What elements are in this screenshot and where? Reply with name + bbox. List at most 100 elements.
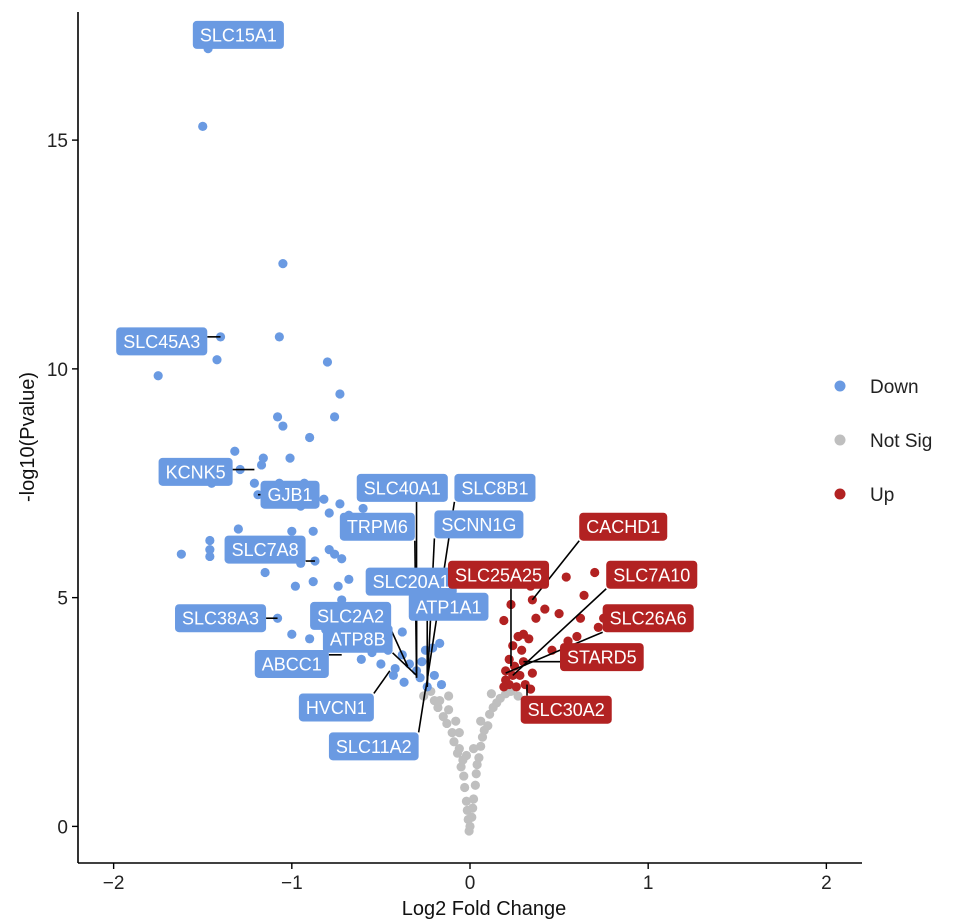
data-point-down xyxy=(329,549,340,559)
gene-label-box xyxy=(298,693,374,722)
data-point-down xyxy=(337,554,347,564)
gene-label-box xyxy=(356,473,448,502)
axis-ticks: −2 −1 0 1 2 0 5 10 15 xyxy=(47,131,832,894)
gene-label-text: STARD5 xyxy=(567,648,637,668)
data-point-not-sig xyxy=(444,691,454,701)
gene-label-text: SLC30A2 xyxy=(528,700,605,720)
y-tick-label: 5 xyxy=(57,589,68,610)
data-point-down xyxy=(335,499,345,509)
legend-label-down: Down xyxy=(870,377,919,398)
gene-label-box xyxy=(365,567,457,596)
data-point-not-sig xyxy=(454,744,464,754)
gene-label-box xyxy=(116,327,208,356)
leader-line xyxy=(390,629,409,667)
gene-label-text: ATP1A1 xyxy=(416,597,482,617)
data-point-down xyxy=(344,574,354,584)
data-point-down xyxy=(260,567,270,578)
gene-label-text: CACHD1 xyxy=(586,517,660,537)
x-tick-label: 2 xyxy=(821,873,832,894)
gene-label-text: SLC26A6 xyxy=(610,609,687,629)
gene-label: STARD5 xyxy=(560,643,644,672)
y-tick-label: 15 xyxy=(47,131,68,152)
gene-label-text: SCNN1G xyxy=(441,515,516,535)
data-point-up xyxy=(515,670,525,681)
data-point-up xyxy=(554,609,564,619)
gene-labels: SLC15A1 SLC45A3 KCNK5 GJB1 SLC7A8 SLC38A3 ABCC… xyxy=(116,20,698,761)
data-point-down xyxy=(399,677,409,687)
gene-label-text: TRPM6 xyxy=(347,517,408,537)
data-point-not-sig xyxy=(459,771,469,781)
gene-label-text: SLC15A1 xyxy=(200,25,277,45)
gene-label-box xyxy=(260,480,320,509)
gene-label-text: SLC2A2 xyxy=(317,606,384,626)
x-tick-label: 0 xyxy=(465,873,476,894)
gene-label: SLC15A1 xyxy=(192,20,284,49)
data-point-not-sig xyxy=(464,826,474,836)
data-point-down xyxy=(198,121,208,131)
gene-label-box xyxy=(434,510,524,539)
data-point-down xyxy=(415,673,425,683)
data-point-not-sig xyxy=(486,689,496,699)
x-axis-title: Log2 Fold Change xyxy=(402,898,567,920)
gene-label-box xyxy=(254,649,329,678)
gene-label: SLC2A2 xyxy=(310,601,392,630)
data-point-down xyxy=(417,657,427,667)
gene-label: SLC26A6 xyxy=(602,604,694,633)
gene-label-box xyxy=(322,624,393,653)
data-point-up xyxy=(517,645,527,655)
gene-label-box xyxy=(192,20,284,49)
data-point-down xyxy=(176,549,186,559)
data-point-down xyxy=(308,577,318,587)
data-point-down xyxy=(436,679,447,690)
legend-key-not-sig xyxy=(834,434,846,446)
data-point-not-sig xyxy=(444,705,454,715)
gene-label: SLC45A3 xyxy=(116,327,208,356)
data-point-up xyxy=(579,590,589,600)
data-point-up xyxy=(525,684,536,694)
data-point-down xyxy=(290,581,300,591)
y-tick-label: 0 xyxy=(57,817,68,838)
gene-label-box xyxy=(454,473,536,502)
data-point-not-sig xyxy=(468,803,478,813)
data-point-up xyxy=(575,613,586,623)
data-point-up xyxy=(508,641,518,651)
data-point-not-sig xyxy=(442,718,452,729)
data-point-down xyxy=(287,526,297,536)
data-point-not-sig xyxy=(468,794,479,804)
data-point-down xyxy=(429,670,439,681)
data-point-up xyxy=(499,615,509,626)
gene-label: SLC30A2 xyxy=(520,695,612,724)
data-point-up xyxy=(527,668,537,678)
data-point-up xyxy=(531,613,541,623)
data-point-down xyxy=(376,659,386,669)
gene-label: KCNK5 xyxy=(158,457,233,486)
gene-label-text: ABCC1 xyxy=(262,654,322,674)
data-point-not-sig xyxy=(476,716,486,726)
data-point-not-sig xyxy=(470,780,480,790)
gene-label: CACHD1 xyxy=(579,512,668,541)
data-point-down xyxy=(278,259,288,269)
gene-label: SLC7A8 xyxy=(224,535,306,564)
gene-label: SLC11A2 xyxy=(328,732,419,761)
gene-label-text: SLC38A3 xyxy=(182,609,259,629)
gene-label-text: SLC7A8 xyxy=(232,540,299,560)
data-point-down xyxy=(333,581,343,591)
data-point-down xyxy=(205,535,215,546)
data-point-not-sig xyxy=(447,728,457,738)
data-point-down xyxy=(256,460,267,470)
data-point-up xyxy=(540,604,550,614)
data-point-down xyxy=(356,654,366,665)
data-point-down xyxy=(319,494,329,504)
data-point-not-sig xyxy=(485,709,495,719)
data-point-down xyxy=(272,412,283,422)
gene-label-text: SLC20A1 xyxy=(373,572,450,592)
y-axis-title: -log10(Pvalue) xyxy=(17,372,39,502)
data-point-not-sig xyxy=(435,695,445,706)
gene-label: SLC25A25 xyxy=(447,560,550,589)
x-tick-label: −1 xyxy=(281,873,303,894)
data-point-not-sig xyxy=(474,753,484,763)
x-tick-label: −2 xyxy=(103,873,125,894)
data-point-up xyxy=(499,682,509,692)
data-point-not-sig xyxy=(461,750,472,761)
